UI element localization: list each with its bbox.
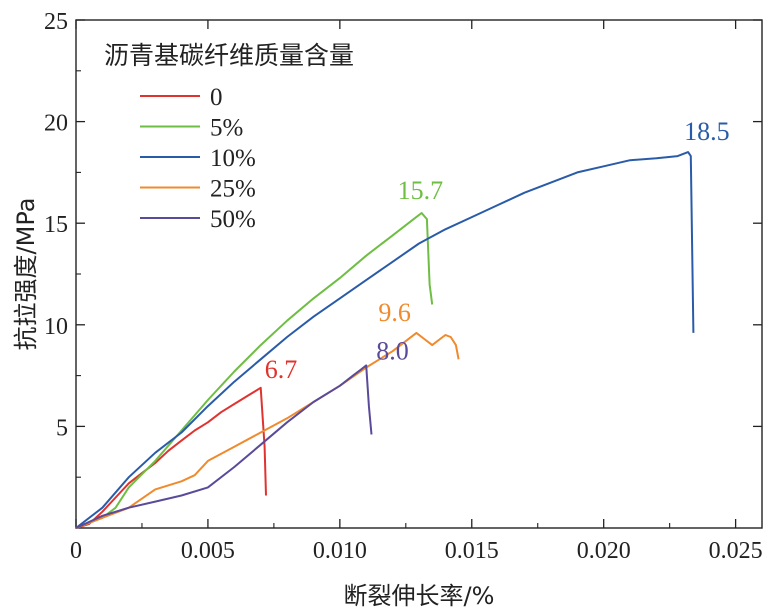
legend-label: 25% — [210, 176, 256, 203]
peak-label: 9.6 — [378, 298, 411, 327]
peak-label: 18.5 — [684, 117, 730, 146]
series-line-1 — [75, 212, 434, 529]
legend: 沥青基碳纤维质量含量 0 5% 10% 25% 50% — [104, 41, 354, 233]
x-tick-label: 0.020 — [577, 538, 631, 564]
legend-label: 50% — [210, 206, 256, 233]
x-axis-title: 断裂伸长率/% — [344, 582, 495, 610]
y-axis-title: 抗拉强度/MPa — [12, 198, 40, 351]
series-layer — [75, 151, 695, 529]
series-line-0 — [75, 386, 267, 529]
y-tick-label: 25 — [44, 9, 68, 35]
x-tick-label: 0 — [70, 538, 82, 564]
series-line-4 — [75, 364, 373, 529]
y-tick-label: 20 — [44, 111, 68, 137]
series-line-2 — [75, 151, 695, 529]
y-tick-label: 15 — [44, 212, 68, 238]
peak-label: 8.0 — [376, 336, 409, 365]
peak-label: 6.7 — [265, 355, 298, 384]
legend-title: 沥青基碳纤维质量含量 — [104, 41, 354, 70]
peak-labels: 6.7 15.7 18.5 9.6 8.0 — [265, 117, 730, 384]
x-tick-label: 0.010 — [313, 538, 367, 564]
legend-label: 10% — [210, 145, 256, 172]
y-tick-label: 5 — [56, 415, 68, 441]
legend-label: 0 — [210, 84, 223, 111]
x-tick-label: 0.025 — [709, 538, 763, 564]
y-tick-label: 10 — [44, 314, 68, 340]
x-tick-label: 0.015 — [445, 538, 499, 564]
axes: 0 0.005 0.010 0.015 0.020 0.025 5 10 15 20 25 断裂伸长率… — [12, 9, 763, 610]
legend-label: 5% — [210, 115, 243, 142]
x-tick-label: 0.005 — [181, 538, 235, 564]
peak-label: 15.7 — [398, 176, 444, 205]
